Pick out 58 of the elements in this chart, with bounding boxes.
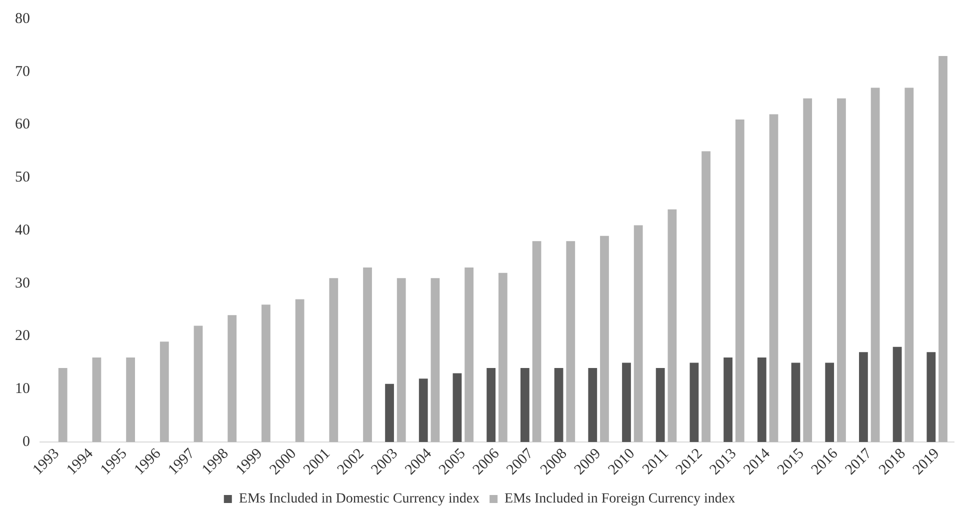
bar (160, 342, 169, 442)
bar (656, 368, 665, 442)
bar (554, 368, 564, 442)
bar (363, 268, 372, 442)
y-tick-label: 20 (15, 328, 30, 344)
bar (735, 119, 744, 442)
bar (262, 304, 270, 442)
bar (92, 357, 102, 442)
bar (859, 352, 868, 442)
legend-label: EMs Included in Domestic Currency index (238, 492, 480, 507)
bar (430, 278, 440, 442)
bar (938, 56, 948, 442)
x-tick-label: 1999 (233, 446, 266, 478)
bar (690, 362, 699, 442)
y-tick-label: 60 (15, 116, 30, 133)
legend-label: EMs Included in Foreign Currency index (504, 492, 736, 507)
bar (791, 362, 800, 442)
bar (702, 151, 710, 442)
bar (194, 326, 203, 442)
bar (803, 98, 812, 442)
bar (837, 98, 846, 442)
bar (588, 368, 598, 442)
bar (126, 357, 135, 442)
bar (668, 209, 677, 442)
bar (757, 357, 766, 442)
y-tick-label: 10 (15, 381, 30, 398)
bar (520, 368, 530, 442)
bar (600, 236, 609, 442)
bar (769, 114, 778, 442)
y-tick-label: 70 (15, 64, 30, 80)
x-tick-label: 2001 (300, 446, 334, 478)
y-tick-label: 30 (15, 275, 30, 292)
bar (825, 362, 834, 442)
bar (58, 368, 68, 442)
bar (870, 88, 880, 442)
bar (634, 225, 643, 442)
bar (622, 362, 631, 442)
bar (418, 378, 428, 442)
bar (329, 278, 338, 442)
bar (464, 268, 474, 442)
bar (892, 346, 902, 442)
bar (486, 368, 496, 442)
bar (904, 88, 914, 442)
bar (396, 278, 406, 442)
bar (724, 357, 732, 442)
bar (228, 315, 237, 442)
bar (532, 241, 542, 442)
bar (498, 272, 508, 442)
bar (295, 299, 304, 442)
bar (926, 352, 936, 442)
bar (452, 373, 462, 442)
y-tick-label: 80 (15, 10, 30, 27)
y-tick-label: 40 (15, 222, 30, 238)
y-tick-label: 0 (22, 434, 30, 450)
y-tick-label: 50 (15, 170, 30, 186)
bar (385, 384, 394, 442)
x-tick-label: 2011 (640, 446, 672, 478)
bar (566, 241, 576, 442)
